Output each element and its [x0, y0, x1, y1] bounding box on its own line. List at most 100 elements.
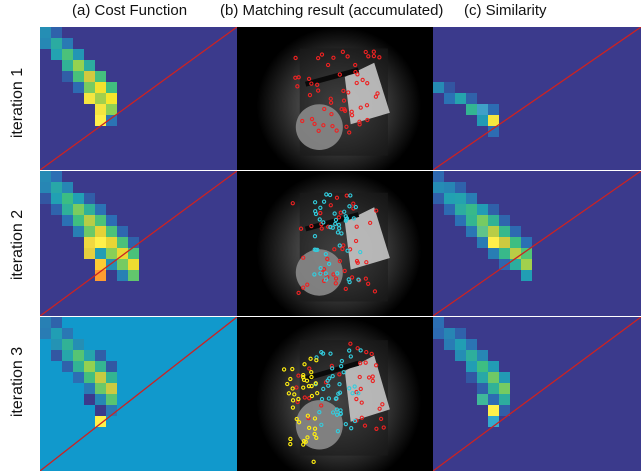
- heatmap-cell: [433, 82, 444, 93]
- match-marker: [348, 341, 353, 346]
- match-marker: [323, 252, 328, 257]
- similarity-panel-3: [433, 317, 641, 471]
- heatmap-cell: [455, 215, 466, 226]
- match-marker: [344, 216, 350, 221]
- match-marker: [319, 422, 324, 428]
- match-marker: [318, 271, 323, 276]
- heatmap-cell: [488, 361, 499, 372]
- match-marker: [333, 281, 338, 286]
- heatmap-cell: [51, 171, 62, 182]
- heatmap-peak-cell: [95, 405, 106, 416]
- match-marker: [304, 378, 310, 383]
- heatmap-peak-cell: [488, 405, 499, 416]
- heatmap-cell: [466, 339, 477, 350]
- match-marker: [309, 116, 315, 122]
- match-marker: [307, 92, 313, 98]
- heatmap-cell: [51, 49, 62, 60]
- match-marker: [326, 383, 331, 388]
- heatmap-cell: [84, 372, 95, 383]
- match-marker: [365, 117, 370, 123]
- heatmap-cell: [488, 394, 499, 405]
- match-marker: [364, 103, 370, 108]
- heatmap-cell: [499, 226, 510, 237]
- heatmap-cell: [106, 259, 117, 270]
- heatmap-cell: [62, 361, 73, 372]
- heatmap-cell: [117, 270, 128, 281]
- match-marker: [342, 108, 348, 113]
- match-marker: [345, 54, 350, 59]
- match-marker: [337, 243, 342, 248]
- heatmap-cell: [106, 405, 117, 416]
- match-marker: [290, 398, 296, 403]
- heatmap-peak-cell: [477, 226, 488, 237]
- heatmap-cell: [95, 248, 106, 259]
- match-marker: [305, 413, 310, 418]
- heatmap-cell: [40, 328, 51, 339]
- match-marker: [327, 192, 333, 198]
- match-marker: [373, 94, 379, 99]
- match-marker: [335, 429, 341, 434]
- heatmap-cell: [433, 317, 444, 328]
- heatmap-cell: [444, 93, 455, 104]
- match-marker: [321, 220, 326, 225]
- match-marker: [313, 209, 318, 214]
- match-marker: [281, 367, 287, 372]
- match-marker: [326, 224, 331, 229]
- heatmap-cell: [499, 215, 510, 226]
- match-marker: [307, 366, 312, 371]
- match-marker: [306, 415, 311, 421]
- heatmap-cell: [433, 193, 444, 204]
- heatmap-cell: [466, 104, 477, 115]
- heatmap-cell: [73, 350, 84, 361]
- heatmap-cell: [62, 60, 73, 71]
- match-marker: [357, 119, 362, 124]
- match-marker: [298, 226, 304, 231]
- match-marker: [353, 62, 358, 68]
- match-marker: [356, 391, 361, 396]
- heatmap-cell: [488, 204, 499, 215]
- match-marker: [312, 426, 318, 431]
- match-marker: [351, 201, 356, 206]
- heatmap-cell: [40, 182, 51, 193]
- heatmap-cell: [106, 215, 117, 226]
- match-marker: [301, 285, 306, 290]
- match-marker: [290, 386, 295, 391]
- heatmap-peak-cell: [488, 115, 499, 126]
- match-marker: [336, 215, 342, 220]
- cost-function-panel-3: [40, 317, 237, 471]
- heatmap-cell: [521, 259, 532, 270]
- heatmap-cell: [73, 71, 84, 82]
- heatmap-cell: [510, 259, 521, 270]
- match-marker: [355, 260, 360, 265]
- match-marker: [285, 381, 290, 387]
- row-label-iteration-3: iteration 3: [9, 346, 26, 418]
- heatmap-cell: [106, 361, 117, 372]
- heatmap-cell: [466, 204, 477, 215]
- column-title-cost-function: (a) Cost Function: [72, 2, 188, 19]
- match-marker: [294, 385, 299, 390]
- match-marker: [347, 204, 352, 209]
- heatmap-cell: [62, 193, 73, 204]
- heatmap-cell: [51, 38, 62, 49]
- match-marker: [319, 396, 325, 402]
- heatmap-cell: [62, 328, 73, 339]
- heatmap-cell: [95, 215, 106, 226]
- match-marker: [339, 107, 344, 112]
- heatmap-cell: [73, 372, 84, 383]
- diagonal-line: [40, 171, 237, 316]
- heatmap-peak-cell: [488, 237, 499, 248]
- match-marker: [339, 364, 344, 369]
- diagonal-line: [40, 27, 237, 170]
- match-marker: [362, 423, 368, 428]
- match-marker: [347, 130, 352, 135]
- match-marker: [286, 391, 292, 396]
- match-marker: [314, 358, 319, 363]
- match-marker: [313, 247, 319, 253]
- match-marker: [354, 80, 359, 86]
- match-marker: [334, 412, 340, 417]
- heatmap-cell: [95, 361, 106, 372]
- heatmap-cell: [455, 182, 466, 193]
- match-marker: [348, 193, 353, 198]
- heatmap-cell: [510, 237, 521, 248]
- diagonal-line: [433, 27, 641, 170]
